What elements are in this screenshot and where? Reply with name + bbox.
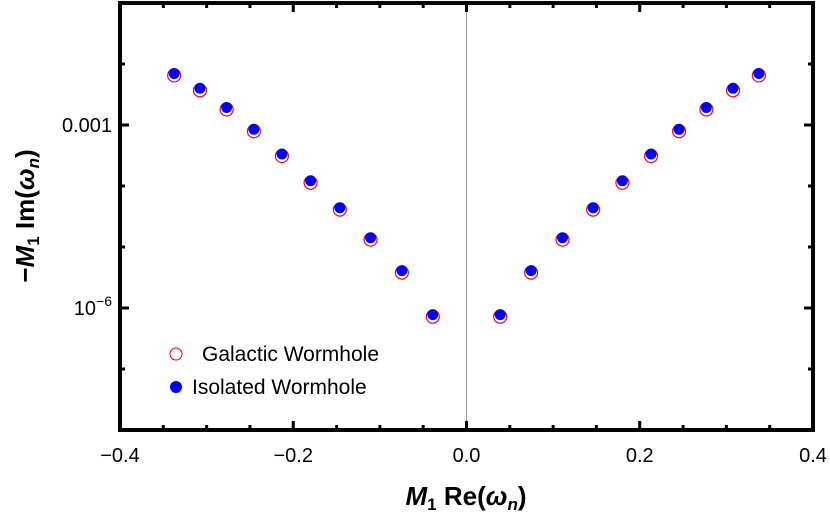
- point-isolated-wormhole: [194, 82, 206, 94]
- legend-marker-galactic: [169, 347, 183, 361]
- x-tick-label: 0.4: [799, 445, 827, 467]
- point-isolated-wormhole: [673, 123, 685, 135]
- y-axis-title: −M1 Im(ωn): [10, 149, 43, 282]
- point-isolated-wormhole: [334, 202, 346, 214]
- point-isolated-wormhole: [494, 309, 506, 321]
- legend: Galactic Wormhole Isolated Wormhole: [169, 343, 379, 399]
- point-isolated-wormhole: [305, 175, 317, 187]
- point-isolated-wormhole: [753, 67, 765, 79]
- data-points: [167, 67, 766, 324]
- point-isolated-wormhole: [365, 232, 377, 244]
- point-isolated-wormhole: [616, 175, 628, 187]
- point-isolated-wormhole: [396, 265, 408, 277]
- legend-label-galactic: Galactic Wormhole: [202, 343, 379, 366]
- x-tick-label: −0.2: [274, 445, 313, 467]
- point-isolated-wormhole: [700, 101, 712, 113]
- x-tick-label: 0.0: [453, 445, 481, 467]
- point-isolated-wormhole: [427, 309, 439, 321]
- y-tick-labels: 0.001 10−6: [62, 115, 112, 320]
- point-isolated-wormhole: [645, 148, 657, 160]
- point-isolated-wormhole: [221, 101, 233, 113]
- point-isolated-wormhole: [587, 202, 599, 214]
- x-tick-label: −0.4: [100, 445, 139, 467]
- x-axis-title: M1 Re(ωn): [405, 481, 526, 514]
- x-tick-labels: −0.4 −0.2 0.0 0.2 0.4: [100, 445, 827, 467]
- legend-label-isolated: Isolated Wormhole: [192, 376, 367, 399]
- plot-frame: [118, 1, 815, 432]
- point-isolated-wormhole: [525, 265, 537, 277]
- point-isolated-wormhole: [168, 67, 180, 79]
- x-tick-label: 0.2: [626, 445, 654, 467]
- point-isolated-wormhole: [556, 232, 568, 244]
- point-isolated-wormhole: [276, 148, 288, 160]
- y-tick-label: 0.001: [62, 115, 112, 137]
- point-isolated-wormhole: [727, 82, 739, 94]
- point-isolated-wormhole: [248, 123, 260, 135]
- y-tick-label: 10−6: [74, 293, 112, 320]
- legend-marker-isolated: [170, 381, 182, 393]
